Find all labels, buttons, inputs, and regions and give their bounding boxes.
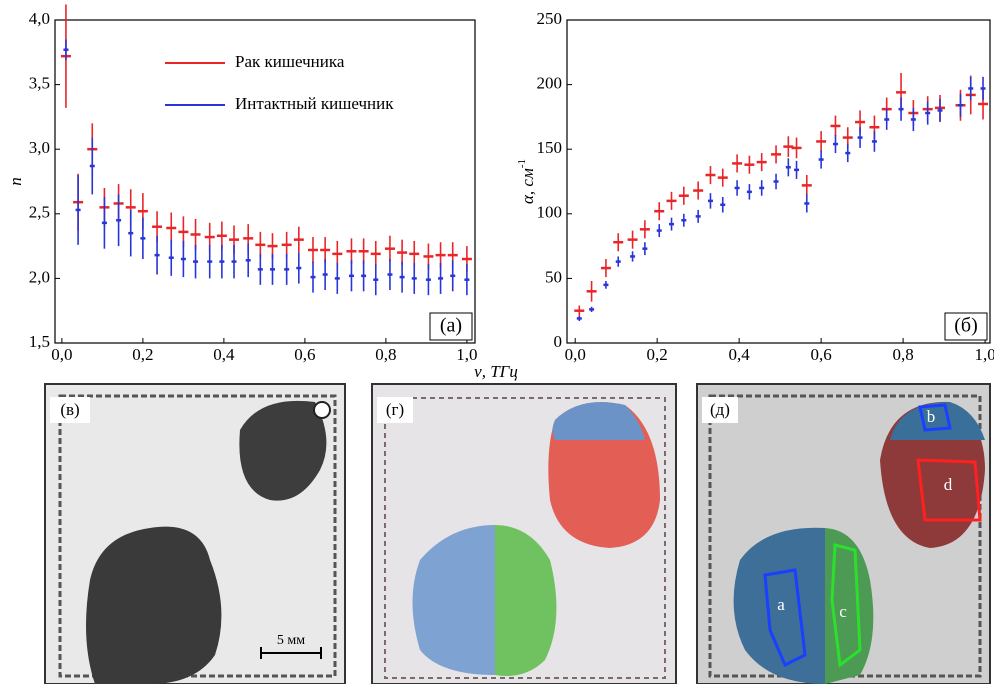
panel-label: (г) xyxy=(386,400,404,419)
x-axis-title: ν, ТГц xyxy=(474,362,518,381)
x-tick-label: 0,8 xyxy=(375,345,396,364)
panel-label: (а) xyxy=(440,315,462,337)
x-tick-label: 0,2 xyxy=(132,345,153,364)
x-tick-label: 0,0 xyxy=(51,345,72,364)
y-axis-title: n xyxy=(6,177,25,186)
y-tick-label: 50 xyxy=(545,267,562,286)
image-panel: 5 мм (в) xyxy=(45,384,345,684)
x-tick-label: 0,2 xyxy=(647,345,668,364)
y-tick-label: 0 xyxy=(554,332,563,351)
figure: ν, ТГц 5 мм (в) (г) b d a c (д) 0,0 0,2 0,… xyxy=(0,0,994,684)
y-axis-title: α, см-1 xyxy=(516,159,537,204)
x-tick-label: 0,8 xyxy=(892,345,913,364)
panel-label: (д) xyxy=(710,400,730,419)
panel-label: (в) xyxy=(60,400,79,419)
region-label: c xyxy=(839,602,847,621)
x-tick-label: 0,0 xyxy=(565,345,586,364)
y-tick-label: 2,0 xyxy=(29,267,50,286)
image-panel: (г) xyxy=(372,384,676,684)
scale-bar-label: 5 мм xyxy=(277,633,305,648)
x-tick-label: 0,4 xyxy=(213,345,235,364)
region-label: d xyxy=(944,475,953,494)
y-tick-label: 250 xyxy=(537,9,563,28)
y-tick-label: 150 xyxy=(537,138,563,157)
panel-label: (б) xyxy=(954,315,978,337)
region-label: a xyxy=(777,595,785,614)
region-label: b xyxy=(927,407,936,426)
x-tick-label: 1,0 xyxy=(974,345,994,364)
y-tick-label: 1,5 xyxy=(29,332,50,351)
legend-label: Интактный кишечник xyxy=(235,94,394,113)
y-axis-title-sup: -1 xyxy=(516,159,528,168)
y-tick-label: 3,5 xyxy=(29,74,50,93)
x-tick-label: 0,4 xyxy=(729,345,751,364)
y-tick-label: 4,0 xyxy=(29,9,50,28)
image-panel: b d a c (д) xyxy=(697,384,990,684)
x-tick-label: 0,6 xyxy=(294,345,315,364)
y-tick-label: 100 xyxy=(537,203,563,222)
y-tick-label: 2,5 xyxy=(29,203,50,222)
x-tick-label: 1,0 xyxy=(456,345,477,364)
x-tick-label: 0,6 xyxy=(811,345,832,364)
legend-label: Рак кишечника xyxy=(235,52,345,71)
y-tick-label: 3,0 xyxy=(29,138,50,157)
y-tick-label: 200 xyxy=(537,74,563,93)
